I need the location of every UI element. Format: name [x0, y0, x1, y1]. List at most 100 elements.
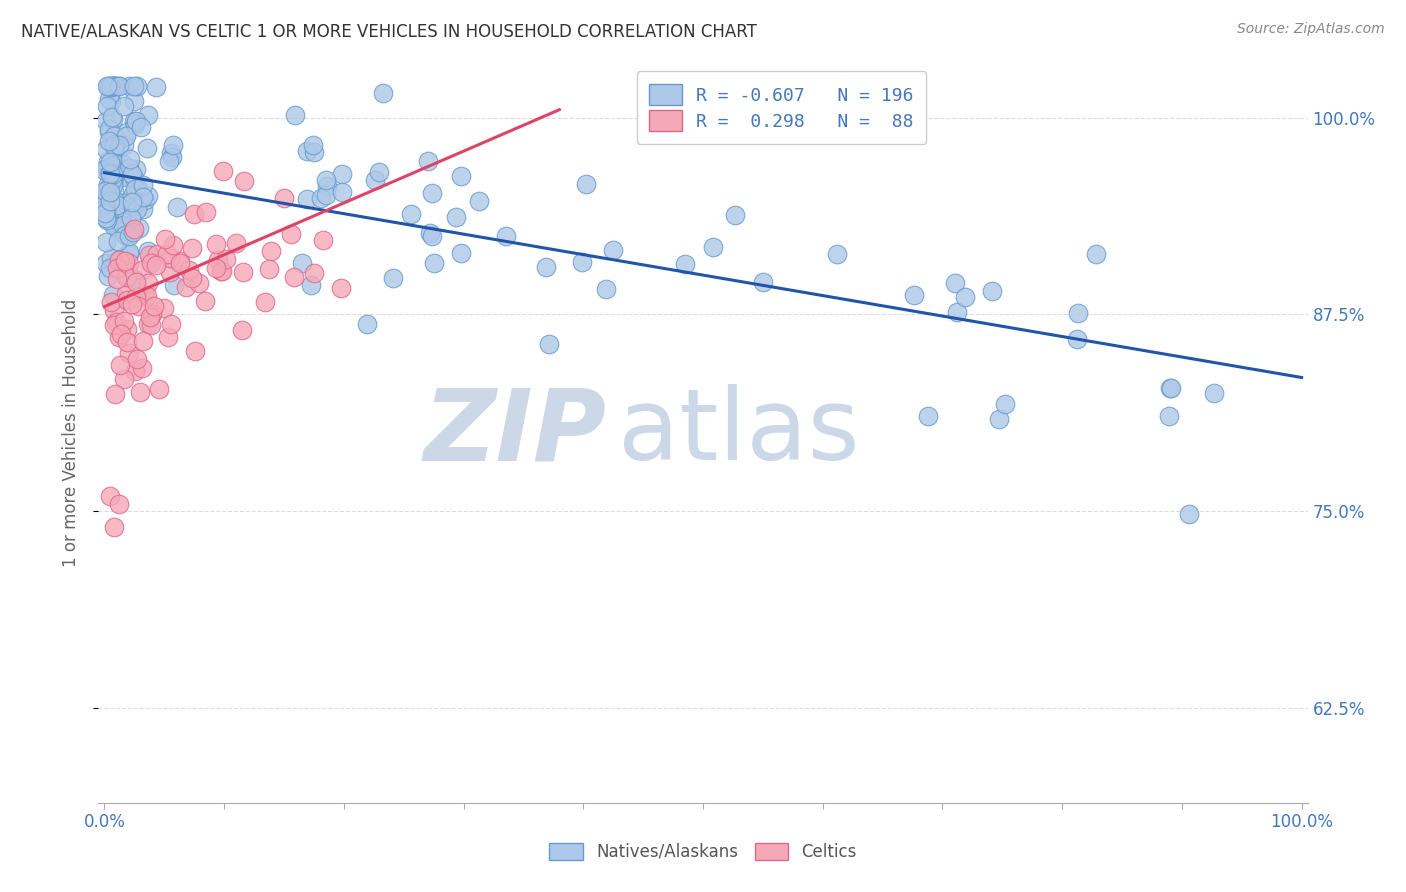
- Point: [103, 520, 125, 534]
- Point: [537, 337, 560, 351]
- Point: [330, 186, 353, 200]
- Point: [94, 211, 117, 226]
- Point: [1160, 381, 1182, 395]
- Point: [211, 164, 233, 178]
- Point: [420, 229, 443, 244]
- Point: [94, 184, 117, 198]
- Point: [100, 251, 122, 265]
- Point: [367, 164, 389, 178]
- Point: [104, 168, 127, 182]
- Point: [101, 172, 124, 186]
- Point: [174, 280, 197, 294]
- Point: [1202, 385, 1225, 400]
- Point: [104, 78, 127, 93]
- Point: [114, 227, 136, 242]
- Point: [1085, 246, 1108, 260]
- Point: [94, 190, 117, 204]
- Point: [100, 157, 122, 171]
- Point: [312, 233, 335, 247]
- Point: [166, 200, 188, 214]
- Point: [96, 98, 118, 112]
- Point: [169, 256, 191, 270]
- Point: [112, 98, 135, 112]
- Point: [100, 295, 122, 310]
- Point: [96, 235, 118, 249]
- Point: [207, 252, 229, 267]
- Point: [96, 78, 118, 93]
- Point: [152, 301, 174, 315]
- Point: [373, 86, 395, 100]
- Point: [107, 496, 129, 510]
- Point: [209, 263, 232, 277]
- Point: [107, 234, 129, 248]
- Point: [136, 276, 159, 290]
- Point: [232, 265, 254, 279]
- Point: [162, 238, 184, 252]
- Point: [136, 318, 159, 332]
- Point: [101, 78, 124, 93]
- Point: [295, 192, 318, 206]
- Legend: R = -0.607   N = 196, R =  0.298   N =  88: R = -0.607 N = 196, R = 0.298 N = 88: [637, 71, 927, 144]
- Point: [117, 124, 139, 138]
- Point: [97, 165, 120, 179]
- Point: [225, 235, 247, 250]
- Point: [159, 265, 181, 279]
- Point: [97, 181, 120, 195]
- Point: [131, 190, 153, 204]
- Point: [103, 158, 125, 172]
- Point: [128, 220, 150, 235]
- Point: [120, 153, 142, 167]
- Point: [364, 173, 387, 187]
- Point: [163, 277, 186, 292]
- Point: [100, 80, 122, 95]
- Point: [112, 170, 135, 185]
- Point: [103, 219, 125, 233]
- Point: [953, 290, 976, 304]
- Point: [124, 364, 146, 378]
- Point: [205, 236, 228, 251]
- Point: [702, 240, 724, 254]
- Point: [121, 195, 143, 210]
- Point: [233, 174, 256, 188]
- Point: [399, 207, 422, 221]
- Point: [104, 136, 127, 151]
- Point: [115, 270, 138, 285]
- Point: [101, 112, 124, 127]
- Point: [100, 171, 122, 186]
- Point: [141, 307, 163, 321]
- Point: [103, 185, 125, 199]
- Point: [215, 252, 238, 266]
- Point: [115, 322, 138, 336]
- Point: [105, 261, 128, 276]
- Point: [121, 297, 143, 311]
- Point: [122, 222, 145, 236]
- Point: [148, 382, 170, 396]
- Point: [132, 178, 155, 193]
- Point: [153, 232, 176, 246]
- Point: [994, 397, 1017, 411]
- Point: [1159, 381, 1181, 395]
- Point: [115, 128, 138, 143]
- Point: [260, 244, 283, 258]
- Point: [423, 256, 446, 270]
- Point: [283, 108, 305, 122]
- Point: [103, 174, 125, 188]
- Point: [114, 287, 136, 301]
- Point: [309, 191, 332, 205]
- Point: [118, 255, 141, 269]
- Point: [104, 194, 127, 208]
- Point: [183, 207, 205, 221]
- Point: [495, 229, 517, 244]
- Point: [117, 335, 139, 350]
- Point: [132, 334, 155, 348]
- Point: [98, 186, 121, 200]
- Point: [104, 78, 127, 93]
- Point: [98, 194, 121, 208]
- Point: [108, 252, 131, 267]
- Point: [115, 228, 138, 243]
- Point: [139, 308, 162, 322]
- Point: [141, 256, 163, 270]
- Point: [101, 288, 124, 302]
- Point: [273, 191, 295, 205]
- Point: [595, 282, 617, 296]
